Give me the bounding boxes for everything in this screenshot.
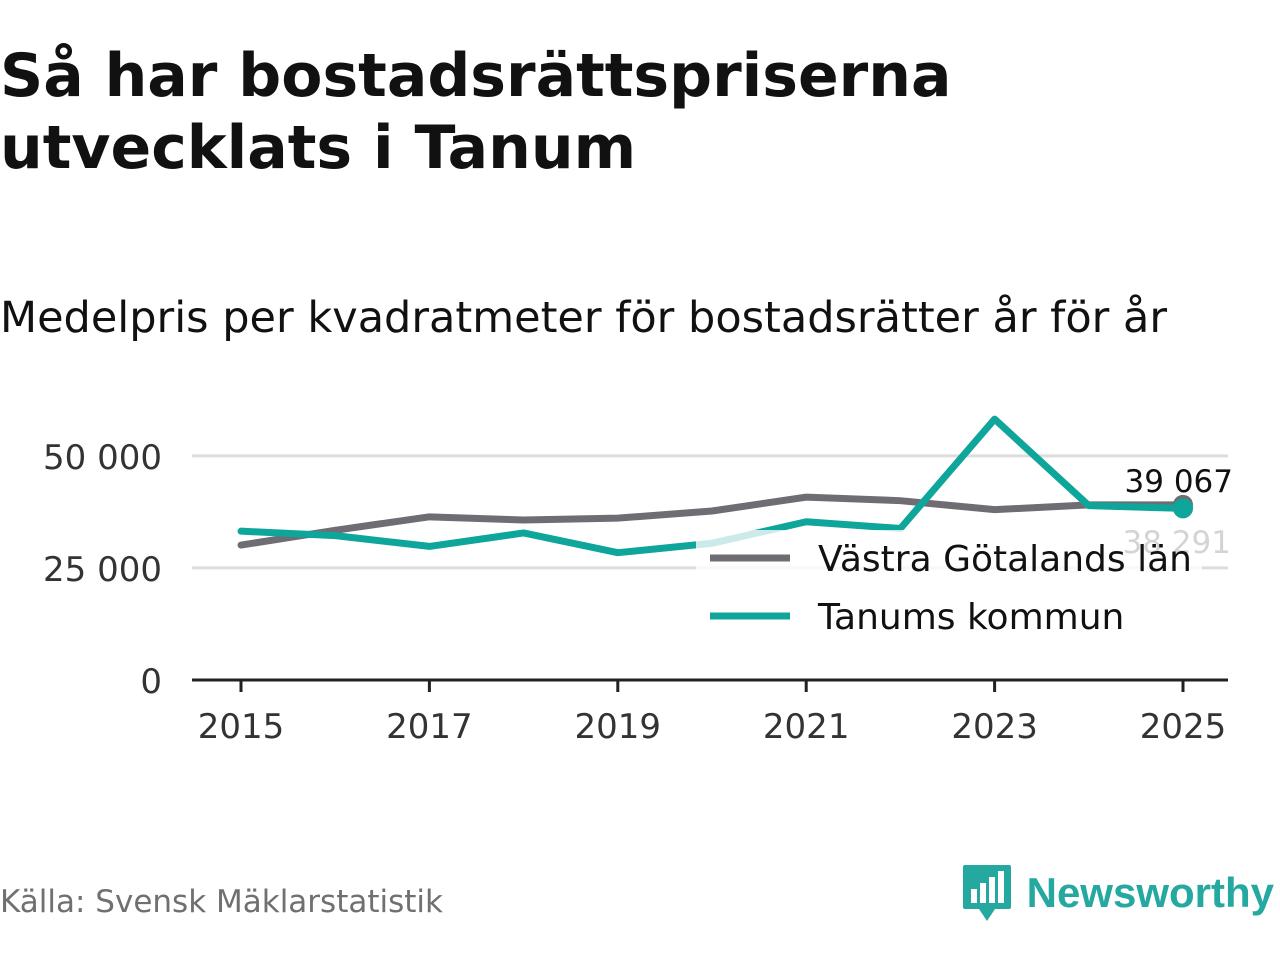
x-tick-label: 2023 <box>951 707 1038 747</box>
legend-label: Västra Götalands län <box>818 539 1192 580</box>
x-tick-label: 2015 <box>198 707 285 747</box>
chart-title: Så har bostadsrättspriserna utvecklats i… <box>0 41 952 183</box>
end-value-label: 39 067 <box>1125 464 1233 500</box>
legend-background <box>696 530 1202 638</box>
source-note: Källa: Svensk Mäklarstatistik <box>0 884 443 920</box>
x-tick-label: 2019 <box>575 707 662 747</box>
legend: Västra Götalands län Tanums kommun <box>696 530 1202 638</box>
chart-subtitle: Medelpris per kvadratmeter för bostadsrä… <box>0 293 1168 343</box>
end-value-label: 38 291 <box>1123 525 1231 561</box>
x-tick-label: 2021 <box>763 707 850 747</box>
brand-name: Newsworthy <box>1026 869 1274 916</box>
legend-label: Tanums kommun <box>817 597 1124 638</box>
line-chart: 0 25 000 50 000 2015 2017 2019 2021 2023 2025 Vä… <box>43 415 1233 747</box>
brand-logo: Newsworthy <box>961 860 1274 926</box>
newsworthy-logo-icon <box>962 865 1011 921</box>
end-labels: 39 067 38 291 <box>1123 464 1233 561</box>
x-tick-label: 2017 <box>386 707 473 747</box>
y-tick-label: 0 <box>140 662 162 702</box>
series-line <box>237 493 1187 549</box>
y-tick-label: 25 000 <box>43 550 162 590</box>
x-tick-label: 2025 <box>1140 707 1227 747</box>
series-end-marker <box>1173 498 1193 519</box>
y-tick-label: 50 000 <box>43 438 162 478</box>
axes: 0 25 000 50 000 2015 2017 2019 2021 2023 2025 <box>43 438 1228 747</box>
